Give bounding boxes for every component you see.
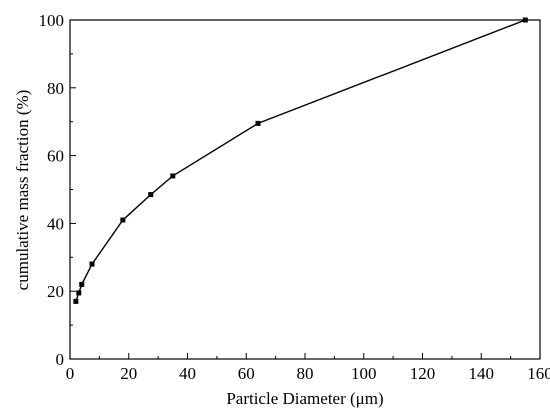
series-layer [73,17,528,304]
y-axis-label: cumulative mass fraction (%) [13,90,32,291]
y-tick-label: 20 [47,282,64,301]
data-point [89,261,95,267]
x-tick-label: 160 [527,364,550,383]
y-tick-label: 60 [47,147,64,166]
plot-area [69,19,541,360]
data-point [79,281,85,287]
x-tick-label: 40 [179,364,196,383]
y-tick-label: 80 [47,79,64,98]
x-tick-label: 140 [469,364,495,383]
x-tick-label: 120 [410,364,436,383]
x-tick-label: 0 [66,364,75,383]
data-point [170,173,176,179]
x-tick-label: 80 [297,364,314,383]
data-point [120,217,126,223]
y-tick-label: 40 [47,214,64,233]
data-point [73,298,79,304]
y-tick-label: 0 [56,350,65,369]
x-axis: 0 20 40 60 80 100 120 140 160 [66,353,550,383]
y-tick-label: 100 [39,11,65,30]
data-point [148,192,154,198]
x-tick-label: 100 [351,364,377,383]
x-tick-label: 20 [120,364,137,383]
x-axis-label: Particle Diameter (μm) [226,389,383,408]
y-axis: 0 20 40 60 80 100 [39,11,76,369]
x-tick-label: 60 [238,364,255,383]
data-point [76,290,82,296]
data-point [255,120,261,126]
data-point [522,17,528,23]
